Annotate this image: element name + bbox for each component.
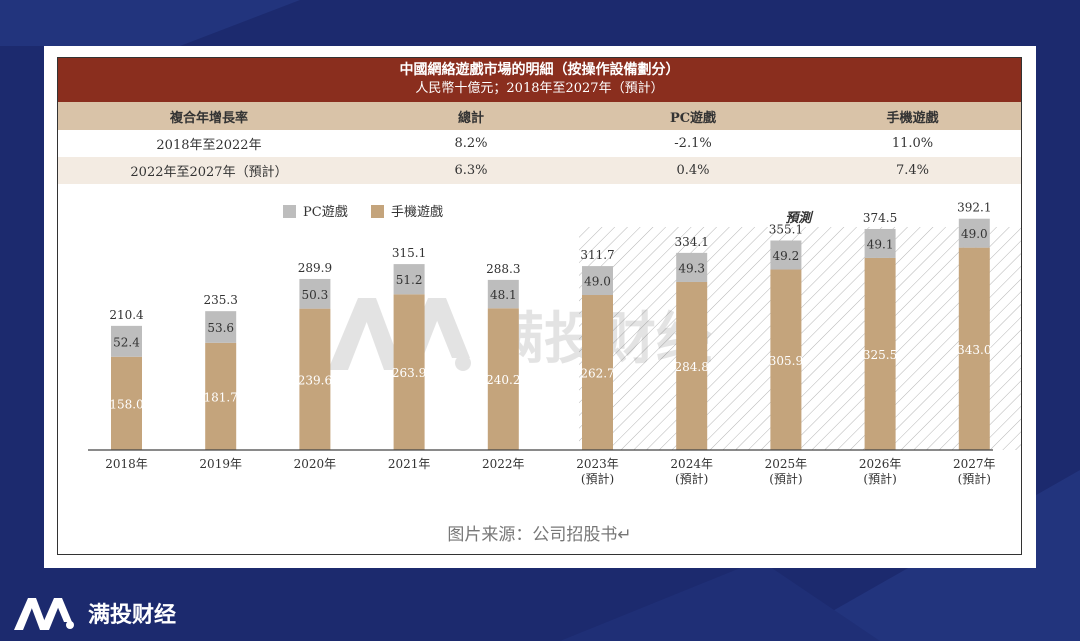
bar-mobile: [676, 281, 708, 450]
x-tick-label: 2026年: [859, 457, 902, 471]
forecast-label: 預測: [785, 210, 814, 226]
row-total: 6.3%: [360, 157, 582, 184]
bar-pc: [111, 325, 142, 357]
chart-frame: 中國網絡遊戲市場的明細（按操作設備劃分） 人民幣十億元；2018年至2027年（…: [57, 57, 1022, 555]
value-label-pc: 52.4: [113, 335, 140, 349]
value-label-mobile: 262.7: [580, 367, 614, 381]
x-tick-label: 2018年: [105, 457, 148, 471]
legend-label: 手機遊戲: [391, 205, 443, 220]
x-tick-sublabel: (預計): [675, 471, 708, 486]
chart-title: 中國網絡遊戲市場的明細（按操作設備劃分）: [399, 62, 680, 78]
value-label-pc: 49.0: [584, 275, 611, 289]
bar-mobile: [582, 295, 613, 450]
value-label-total: 210.4: [109, 308, 144, 322]
value-label-mobile: 305.9: [769, 354, 803, 368]
row-mobile: 11.0%: [804, 130, 1021, 157]
row-total: 8.2%: [360, 130, 582, 157]
value-label-pc: 48.1: [490, 288, 517, 302]
bar-pc: [205, 311, 237, 343]
x-tick-label: 2025年: [765, 457, 808, 471]
legend-label: PC遊戲: [303, 205, 348, 220]
bar-pc: [770, 240, 802, 270]
value-label-mobile: 239.6: [298, 373, 332, 387]
bar-pc: [582, 266, 613, 296]
value-label-total: 374.5: [863, 211, 897, 225]
pc-header: PC遊戲: [582, 102, 804, 130]
x-tick-sublabel: (預計): [769, 471, 802, 486]
mobile-header: 手機遊戲: [804, 102, 1021, 130]
bar-mobile: [299, 308, 331, 450]
legend-swatch: [283, 205, 296, 218]
bar-pc: [487, 279, 519, 309]
total-header: 總計: [360, 102, 582, 130]
bar-pc: [958, 218, 990, 248]
value-label-total: 334.1: [675, 235, 709, 249]
row-mobile: 7.4%: [804, 157, 1021, 184]
brand-name: 满投财经: [88, 603, 177, 628]
value-label-mobile: 284.8: [675, 360, 709, 374]
cagr-table-header: 複合年增長率 總計 PC遊戲 手機遊戲: [58, 102, 1021, 130]
value-label-mobile: 343.0: [957, 343, 991, 357]
value-label-mobile: 158.0: [109, 397, 143, 411]
value-label-pc: 49.0: [961, 227, 988, 241]
bar-mobile: [958, 247, 990, 450]
x-tick-label: 2027年: [953, 457, 996, 471]
value-label-mobile: 325.5: [863, 348, 897, 362]
bar-mobile: [393, 294, 425, 450]
bar-mobile: [770, 269, 802, 450]
x-tick-label: 2020年: [294, 457, 337, 471]
table-row: 2018年至2022年 8.2% -2.1% 11.0%: [58, 130, 1021, 157]
value-label-mobile: 263.9: [392, 366, 426, 380]
x-tick-label: 2019年: [199, 457, 242, 471]
cagr-header: 複合年增長率: [58, 102, 360, 130]
source-note: 图片来源：公司招股书↵: [447, 525, 632, 545]
bar-mobile: [864, 257, 896, 450]
x-tick-label: 2023年: [576, 457, 619, 471]
row-period: 2022年至2027年（預計）: [58, 157, 360, 184]
footer-logo: 满投财经: [14, 596, 176, 630]
row-period: 2018年至2022年: [58, 130, 360, 157]
x-tick-sublabel: (預計): [581, 471, 614, 486]
value-label-total: 235.3: [204, 293, 238, 307]
row-pc: -2.1%: [582, 130, 804, 157]
bar-pc: [393, 264, 425, 295]
value-label-pc: 49.2: [773, 249, 800, 263]
bar-pc: [676, 252, 708, 282]
value-label-total: 289.9: [298, 261, 332, 275]
value-label-mobile: 240.2: [486, 373, 520, 387]
x-tick-label: 2024年: [670, 457, 713, 471]
x-tick-label: 2022年: [482, 457, 525, 471]
bar-pc: [864, 228, 896, 258]
value-label-total: 355.1: [769, 222, 803, 236]
value-label-total: 288.3: [486, 262, 520, 276]
bar-pc: [299, 278, 331, 309]
x-tick-sublabel: (預計): [863, 471, 896, 486]
title-bar: 中國網絡遊戲市場的明細（按操作設備劃分） 人民幣十億元；2018年至2027年（…: [58, 58, 1021, 102]
value-label-total: 392.1: [957, 201, 991, 215]
value-label-pc: 50.3: [302, 288, 329, 302]
x-tick-sublabel: (預計): [958, 471, 991, 486]
bar-mobile: [487, 308, 519, 450]
chart-card: 中國網絡遊戲市場的明細（按操作設備劃分） 人民幣十億元；2018年至2027年（…: [44, 46, 1036, 568]
value-label-total: 315.1: [392, 246, 426, 260]
value-label-pc: 53.6: [207, 321, 234, 335]
table-row: 2022年至2027年（預計） 6.3% 0.4% 7.4%: [58, 157, 1021, 184]
value-label-pc: 51.2: [396, 273, 423, 287]
value-label-pc: 49.1: [867, 237, 894, 251]
value-label-mobile: 181.7: [204, 390, 238, 404]
brand-logo-icon: [14, 598, 74, 630]
bar-mobile: [111, 356, 142, 450]
x-tick-label: 2021年: [388, 457, 431, 471]
value-label-pc: 49.3: [678, 261, 705, 275]
bar-mobile: [205, 342, 237, 450]
row-pc: 0.4%: [582, 157, 804, 184]
chart-subtitle: 人民幣十億元；2018年至2027年（預計）: [415, 81, 664, 96]
cagr-table: 複合年增長率 總計 PC遊戲 手機遊戲 2018年至2022年 8.2% -2.…: [58, 102, 1021, 184]
legend-swatch: [371, 205, 384, 218]
value-label-total: 311.7: [580, 248, 614, 262]
